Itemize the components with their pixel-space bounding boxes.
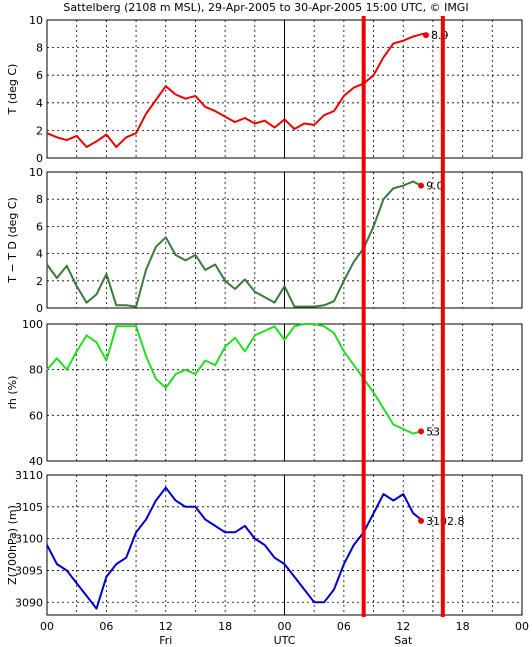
x-tick-label: 06 <box>99 620 113 633</box>
y-axis-label: T − T D (deg C) <box>6 197 19 284</box>
panel-frame <box>46 19 523 159</box>
x-axis: 00 06 12 18 00 06 12 18 00 Fri UTC Sat <box>40 620 529 647</box>
series-line <box>46 323 422 435</box>
y-tick-label: 0 <box>36 152 43 165</box>
y-axis-label: Z(700hPa) (m) <box>6 505 19 585</box>
x-tick-label: 12 <box>396 620 410 633</box>
y-tick-label: 2 <box>36 275 43 288</box>
y-tick-label: 0 <box>36 302 43 315</box>
y-tick-label: 3110 <box>15 469 43 482</box>
y-tick-label: 60 <box>29 409 43 422</box>
y-axis-label: T (deg C) <box>6 64 19 116</box>
chart-title: Sattelberg (2108 m MSL), 29-Apr-2005 to … <box>63 1 468 14</box>
last-value-label: 9.0 <box>426 180 444 193</box>
panel-frame <box>46 171 523 309</box>
series-line <box>46 486 422 610</box>
y-tick-label: 80 <box>29 364 43 377</box>
x-day-label: Sat <box>394 634 413 647</box>
last-value-point <box>418 517 425 524</box>
y-tick-label: 3105 <box>15 501 43 514</box>
y-tick-label: 10 <box>29 166 43 179</box>
x-tick-label: 12 <box>159 620 173 633</box>
x-tick-label: 18 <box>456 620 470 633</box>
y-tick-label: 3095 <box>15 564 43 577</box>
last-value-label: 8.9 <box>431 29 449 42</box>
series-line <box>46 180 422 308</box>
x-tick-label: 00 <box>278 620 292 633</box>
last-value-point <box>423 32 430 39</box>
y-tick-label: 8 <box>36 193 43 206</box>
y-tick-label: 2 <box>36 124 43 137</box>
x-day-label: UTC <box>274 634 296 647</box>
y-tick-label: 4 <box>36 248 43 261</box>
x-tick-label: 06 <box>337 620 351 633</box>
last-value-label: 53 <box>426 425 440 438</box>
x-tick-label: 00 <box>40 620 54 633</box>
x-tick-label: 00 <box>515 620 529 633</box>
y-tick-label: 6 <box>36 220 43 233</box>
last-value-label: 3102.8 <box>426 515 465 528</box>
y-tick-label: 3100 <box>15 533 43 546</box>
y-tick-label: 10 <box>29 14 43 27</box>
panel-frame <box>46 323 523 462</box>
y-tick-label: 100 <box>22 318 43 331</box>
series-line <box>46 32 427 148</box>
x-tick-label: 18 <box>218 620 232 633</box>
chart-panels: 0 2 4 6 8 10 T (deg C) 8.9 0 2 4 6 8 10 T − T D (deg C… <box>6 14 523 616</box>
y-tick-label: 8 <box>36 42 43 55</box>
y-tick-label: 3090 <box>15 596 43 609</box>
last-value-point <box>418 182 425 189</box>
y-tick-label: 4 <box>36 97 43 110</box>
y-axis-label: rh (%) <box>6 376 19 410</box>
y-tick-label: 6 <box>36 69 43 82</box>
last-value-point <box>418 428 425 435</box>
x-day-label: Fri <box>159 634 172 647</box>
y-tick-label: 40 <box>29 455 43 468</box>
time-markers <box>361 16 445 617</box>
